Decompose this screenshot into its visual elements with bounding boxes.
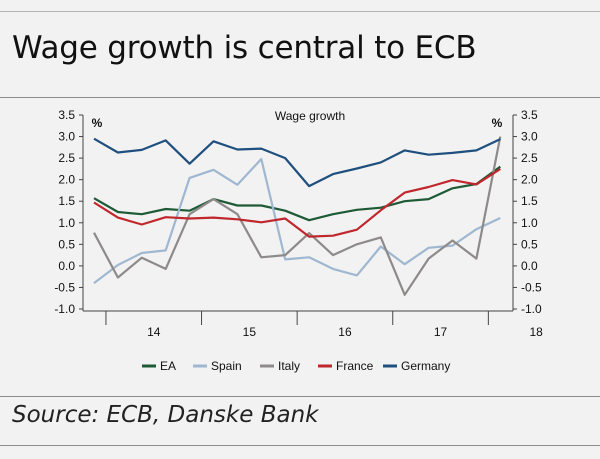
legend-label-spain: Spain xyxy=(211,359,242,373)
x-year-label: 16 xyxy=(338,325,352,339)
y-tick-label-left: 1.0 xyxy=(58,216,75,230)
series-line-ea xyxy=(93,165,501,222)
line-chart: -1.0 -1.0 -0.5 -0.5 0.0 0.0 0.5 0.5 1.0 1.0 1.5 1.5… xyxy=(54,108,543,373)
y-tick-label-left: 2.0 xyxy=(58,173,75,187)
series-line-spain xyxy=(93,157,501,284)
y-tick-label-right: 0.5 xyxy=(521,237,538,251)
x-year-label: 18 xyxy=(529,325,543,339)
y-tick-label-left: 0.0 xyxy=(58,259,75,273)
source-note: Source: ECB, Danske Bank xyxy=(12,402,319,428)
series-line-france xyxy=(93,167,501,238)
legend-label-germany: Germany xyxy=(401,359,450,373)
chart-title: Wage growth xyxy=(275,109,345,123)
y-tick-label-left: 3.5 xyxy=(58,108,75,122)
series-line-italy xyxy=(93,136,502,296)
y-tick-label-left: 3.0 xyxy=(58,130,75,144)
y-tick-label-left: 1.5 xyxy=(58,194,75,208)
y-tick-label-left: -0.5 xyxy=(54,280,75,294)
top-divider xyxy=(0,11,600,12)
y-tick-label-left: 2.5 xyxy=(58,151,75,165)
y-tick-label-right: -0.5 xyxy=(521,280,542,294)
source-divider xyxy=(0,396,600,397)
series-line-germany xyxy=(93,137,501,188)
legend-label-france: France xyxy=(336,359,374,373)
y-tick-label-right: 2.0 xyxy=(521,173,538,187)
y-tick-label-right: 3.5 xyxy=(521,108,538,122)
y-unit-right: % xyxy=(492,116,503,130)
bottom-divider xyxy=(0,445,600,446)
y-tick-label-left: -1.0 xyxy=(54,302,75,316)
x-year-label: 14 xyxy=(147,325,161,339)
legend-label-italy: Italy xyxy=(278,359,300,373)
y-tick-label-right: 3.0 xyxy=(521,130,538,144)
y-tick-label-right: 1.0 xyxy=(521,216,538,230)
x-year-label: 15 xyxy=(243,325,257,339)
y-unit-left: % xyxy=(92,116,103,130)
x-year-label: 17 xyxy=(434,325,448,339)
y-tick-label-right: 1.5 xyxy=(521,194,538,208)
legend-label-ea: EA xyxy=(160,359,176,373)
slide-title: Wage growth is central to ECB xyxy=(12,30,477,66)
y-tick-label-right: 2.5 xyxy=(521,151,538,165)
y-tick-label-right: -1.0 xyxy=(521,302,542,316)
y-tick-label-right: 0.0 xyxy=(521,259,538,273)
y-tick-label-left: 0.5 xyxy=(58,237,75,251)
title-divider xyxy=(0,97,600,98)
